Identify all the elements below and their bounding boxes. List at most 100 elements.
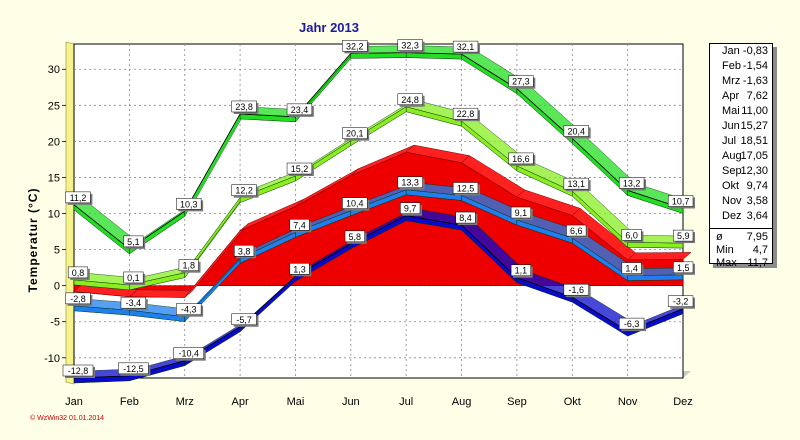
data-label-min_mean: 3,8 [234, 245, 256, 259]
series-min_mean-segment [627, 274, 684, 281]
data-label-max_mean: 22,8 [452, 107, 480, 122]
data-label-min_abs: 9,7 [400, 202, 422, 216]
legend-month-label: Apr [722, 90, 740, 102]
svg-text:6,6: 6,6 [570, 226, 583, 236]
legend-row-month: Sep 12,30 [710, 164, 772, 179]
svg-text:5,1: 5,1 [127, 237, 140, 247]
x-tick-label: Okt [564, 396, 581, 408]
footer-credit: © WzWin32 01.01.2014 [30, 414, 104, 422]
data-label-max_mean: 12,2 [231, 184, 259, 198]
legend-row-month: Dez 3,64 [710, 209, 772, 224]
legend-row-month: Aug 17,05 [710, 149, 772, 164]
svg-text:16,6: 16,6 [512, 154, 530, 164]
svg-text:-3,4: -3,4 [126, 298, 142, 308]
series-max_mean-segment [627, 242, 684, 249]
legend-row-month: Nov 3,58 [710, 194, 772, 209]
data-label-min_abs: 1,1 [510, 264, 533, 278]
legend-month-label: Jun [722, 120, 740, 132]
data-label-max_mean: 0,1 [123, 271, 146, 285]
legend-row-month: Okt 9,74 [710, 179, 772, 194]
x-tick-label: Nov [618, 396, 638, 408]
data-label-min_abs: -1,6 [563, 283, 591, 298]
legend-month-value: 9,74 [746, 180, 768, 192]
data-label-max_abs: 5,1 [123, 235, 146, 249]
svg-text:32,1: 32,1 [457, 42, 475, 52]
y-tick-label: 20 [48, 136, 60, 148]
data-label-min_mean: -4,3 [176, 303, 204, 317]
data-label-max_abs: 27,3 [508, 75, 536, 89]
svg-text:10,7: 10,7 [672, 196, 690, 206]
svg-text:6,0: 6,0 [625, 230, 638, 240]
y-axis-ticks: -10 -5 0 5 10 15 20 25 30 [44, 64, 66, 365]
legend-row-month: Jan -0,83 [710, 44, 772, 59]
legend-month-label: Sep [722, 165, 742, 177]
data-label-min_abs: -12,5 [118, 362, 151, 376]
data-label-min_mean: 1,5 [673, 261, 695, 275]
legend-month-value: 11,00 [741, 105, 768, 117]
svg-text:24,8: 24,8 [401, 95, 419, 105]
data-label-max_abs: 23,8 [231, 100, 259, 114]
svg-text:15,2: 15,2 [291, 164, 309, 174]
data-label-max_abs: 11,2 [65, 191, 93, 205]
legend-month-label: Nov [722, 195, 742, 207]
legend-month-label: Jul [722, 135, 737, 147]
data-label-min_mean: 9,1 [510, 206, 533, 221]
svg-text:23,4: 23,4 [291, 105, 309, 115]
series-mean-segment [128, 289, 194, 298]
x-tick-label: Jan [65, 396, 83, 408]
legend-month-label: Mai [722, 105, 740, 117]
svg-text:1,1: 1,1 [515, 266, 528, 276]
svg-text:9,7: 9,7 [404, 204, 417, 214]
data-label-min_abs: -10,4 [173, 347, 206, 361]
legend-month-value: 18,51 [740, 135, 768, 147]
data-label-min_abs: -12,8 [62, 364, 95, 378]
data-label-min_mean: -2,8 [65, 292, 93, 306]
svg-text:8,4: 8,4 [459, 213, 472, 223]
legend-row-month: Mrz -1,63 [710, 74, 772, 89]
y-tick-label: 30 [48, 64, 60, 76]
svg-text:11,2: 11,2 [70, 193, 87, 203]
x-tick-label: Apr [232, 396, 249, 408]
legend-month-value: -1,63 [742, 75, 768, 87]
legend-row-month: Apr 7,62 [710, 89, 772, 104]
svg-text:1,5: 1,5 [677, 263, 690, 273]
legend-month-label: Jan [722, 45, 740, 57]
data-label-min_mean: 13,3 [397, 176, 425, 190]
y-tick-label: -10 [44, 353, 60, 365]
data-label-min_mean: 10,4 [342, 197, 370, 211]
data-label-min_mean: -3,4 [120, 296, 148, 311]
data-label-max_mean: 1,8 [178, 259, 201, 273]
data-label-max_mean: 5,9 [673, 229, 695, 244]
data-label-min_mean: 7,4 [289, 219, 312, 233]
svg-text:5,9: 5,9 [677, 231, 690, 241]
data-label-min_abs: -3,2 [667, 295, 695, 309]
svg-text:12,5: 12,5 [457, 183, 475, 193]
y-tick-label: 15 [48, 172, 60, 184]
svg-text:0,8: 0,8 [72, 268, 85, 278]
chart-title: Jahr 2013 [299, 20, 359, 35]
data-label-min_mean: 12,5 [452, 182, 480, 196]
y-tick-label: 10 [48, 209, 60, 221]
svg-text:-6,3: -6,3 [624, 319, 640, 329]
svg-text:-1,6: -1,6 [569, 285, 585, 295]
data-label-max_mean: 13,1 [563, 177, 591, 192]
svg-text:13,2: 13,2 [623, 178, 641, 188]
data-label-max_abs: 32,1 [452, 40, 480, 55]
legend-month-value: 15,27 [740, 120, 768, 132]
svg-text:13,3: 13,3 [401, 178, 419, 188]
data-label-min_abs: -5,7 [231, 313, 259, 327]
data-label-max_abs: 32,2 [342, 40, 370, 54]
data-label-min_abs: 8,4 [455, 211, 478, 226]
data-label-max_mean: 16,6 [508, 152, 536, 166]
legend-box: Jan -0,83 Feb -1,54 Mrz -1,63 Apr 7,62 Mai 11,00 J… [709, 43, 773, 269]
svg-text:-12,5: -12,5 [123, 364, 144, 374]
svg-text:-3,2: -3,2 [673, 297, 689, 307]
data-label-max_abs: 23,4 [286, 103, 314, 117]
x-tick-label: Jul [399, 396, 413, 408]
legend-row-month: Feb -1,54 [710, 59, 772, 74]
data-label-min_mean: 1,4 [621, 262, 644, 276]
legend-month-value: 17,05 [740, 150, 768, 162]
data-label-max_abs: 32,3 [397, 39, 425, 53]
y-tick-label: 25 [48, 100, 60, 112]
svg-text:13,1: 13,1 [568, 179, 586, 189]
